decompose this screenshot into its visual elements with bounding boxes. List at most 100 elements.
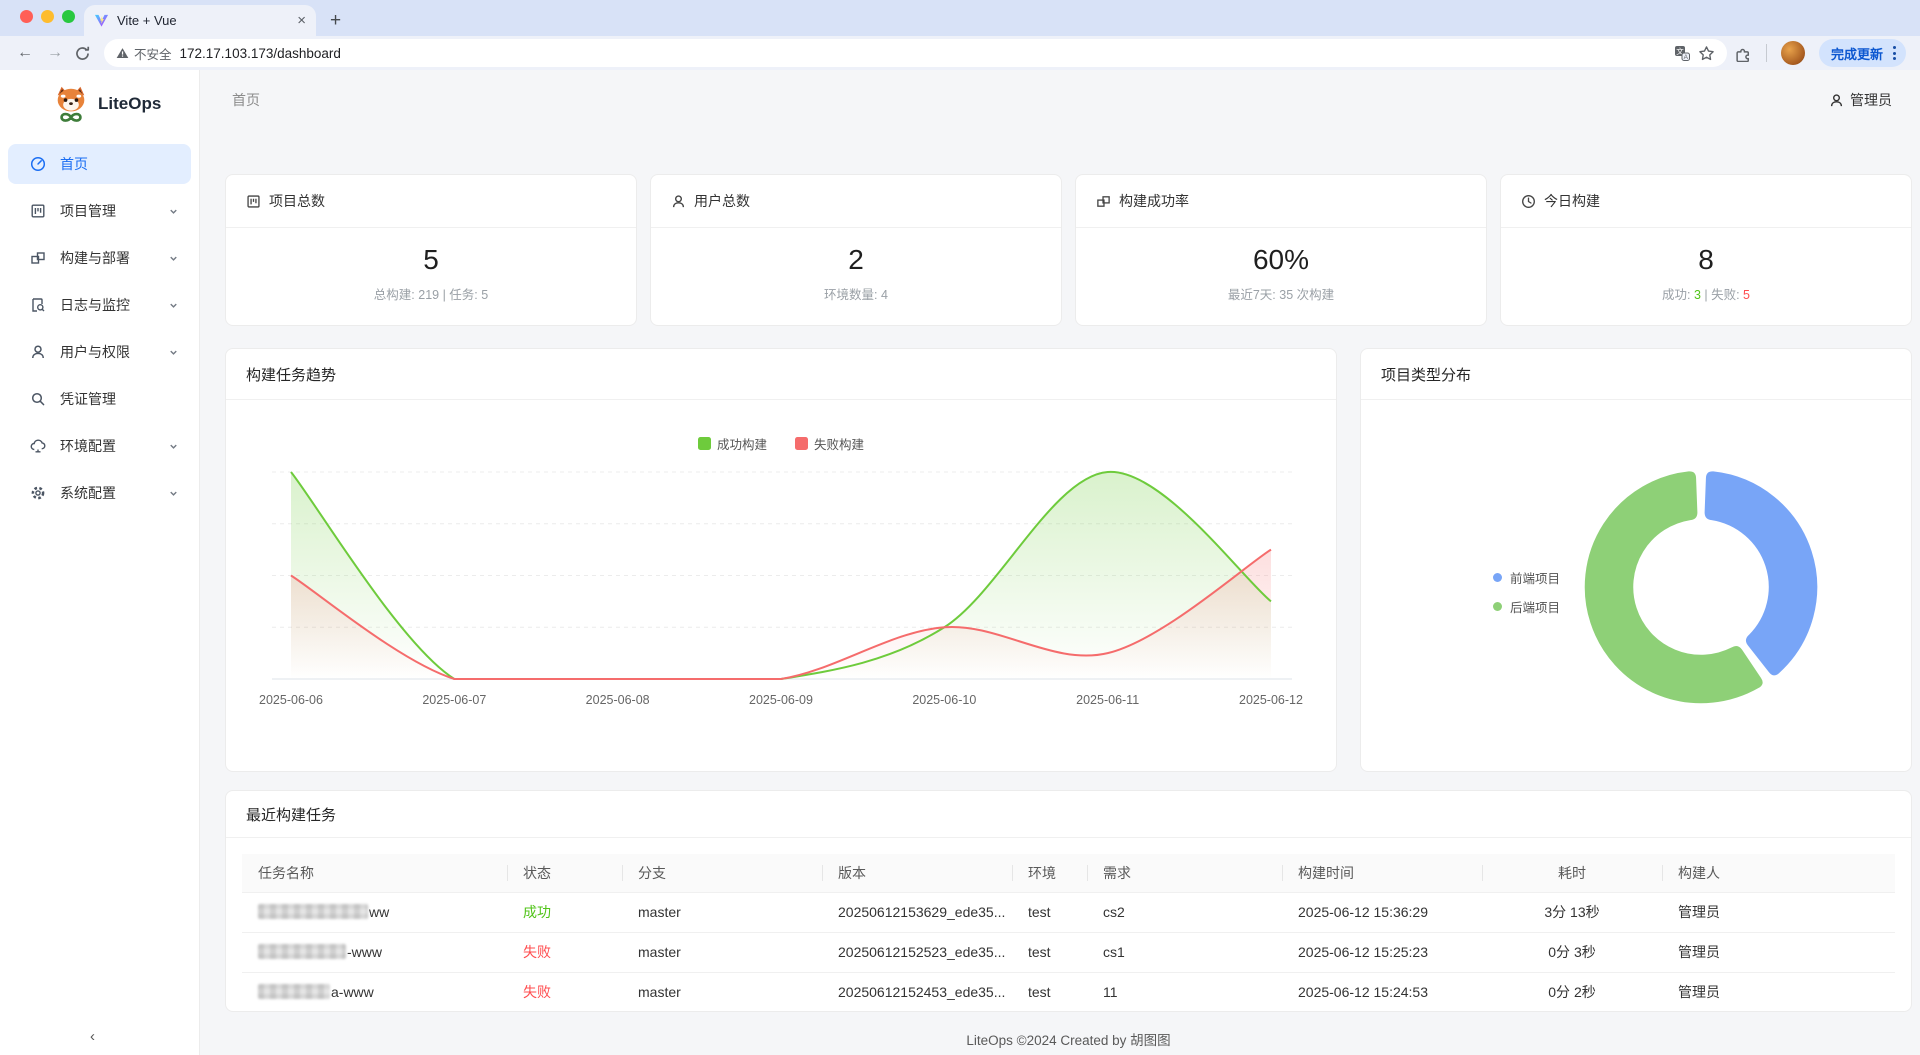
col-task-name: 任务名称 [242, 854, 507, 893]
donut-legend: 前端项目 后端项目 [1493, 568, 1560, 616]
security-label: 不安全 [134, 47, 172, 62]
donut-slice[interactable] [1703, 469, 1819, 677]
status-badge: 成功 [507, 892, 622, 933]
close-window-button[interactable] [20, 10, 33, 23]
footer-text: LiteOps ©2024 Created by 胡图图 [966, 1033, 1171, 1048]
sidebar-item-users-permissions[interactable]: 用户与权限 [8, 332, 191, 372]
sidebar-item-system-settings[interactable]: 系统配置 [8, 473, 191, 513]
sidebar-collapse-icon[interactable]: ‹ [90, 1028, 95, 1045]
col-requirement: 需求 [1087, 854, 1282, 893]
col-build-time: 构建时间 [1282, 854, 1482, 893]
browser-tab[interactable]: Vite + Vue × [84, 5, 316, 36]
trend-legend: 成功构建 失败构建 [226, 434, 1336, 453]
build-trend-card: 构建任务趋势 [225, 348, 1337, 772]
branch-cell: master [622, 892, 822, 933]
extensions-icon[interactable] [1735, 45, 1752, 62]
clock-icon [1521, 194, 1536, 209]
task-name-cell: -www [242, 932, 507, 973]
brand: LiteOps [0, 70, 199, 140]
browser-menu-icon[interactable] [1889, 46, 1900, 60]
sidebar-item-credentials[interactable]: 凭证管理 [8, 379, 191, 419]
sidebar-item-build-deploy[interactable]: 构建与部署 [8, 238, 191, 278]
sidebar-item-logs-monitoring[interactable]: 日志与监控 [8, 285, 191, 325]
chevron-down-icon [168, 206, 179, 217]
svg-text:2025-06-09: 2025-06-09 [749, 693, 813, 707]
task-name-cell: a-www [242, 972, 507, 1011]
minimize-window-button[interactable] [41, 10, 54, 23]
legend-item-fail[interactable]: 失败构建 [795, 434, 864, 453]
sidebar-item-label: 凭证管理 [60, 391, 116, 407]
deployment-icon [1096, 194, 1111, 209]
col-branch: 分支 [622, 854, 822, 893]
forward-icon[interactable]: → [47, 44, 63, 61]
stat-card-today-builds: 今日构建 8 成功: 3 | 失败: 5 [1500, 174, 1912, 326]
zoom-window-button[interactable] [62, 10, 75, 23]
sidebar-item-label: 环境配置 [60, 438, 116, 454]
translate-icon[interactable]: 文 A [1674, 45, 1690, 61]
sidebar-item-environments[interactable]: 环境配置 [8, 426, 191, 466]
redacted-task-name [258, 944, 346, 959]
brand-name: LiteOps [98, 94, 162, 113]
tab-close-icon[interactable]: × [297, 12, 306, 29]
window-controls [20, 10, 75, 23]
back-icon[interactable]: ← [17, 44, 33, 61]
stat-value: 5 [423, 244, 439, 275]
col-status: 状态 [507, 854, 622, 893]
page-header: 首页 管理员 [200, 70, 1920, 130]
stat-value: 8 [1698, 244, 1714, 275]
dashboard-icon [30, 156, 46, 172]
legend-item-backend[interactable]: 后端项目 [1493, 597, 1560, 616]
table-row: ww 成功 master 20250612153629_ede35... tes… [242, 892, 1895, 933]
project-icon [30, 203, 46, 219]
sidebar-item-label: 构建与部署 [60, 250, 130, 266]
sidebar-item-label: 用户与权限 [60, 344, 130, 360]
build-time-cell: 2025-06-12 15:25:23 [1282, 932, 1482, 973]
sidebar-item-label: 项目管理 [60, 203, 116, 219]
cloud-icon [30, 438, 46, 454]
sidebar-item-label: 日志与监控 [60, 297, 130, 313]
svg-text:2025-06-06: 2025-06-06 [259, 693, 323, 707]
stat-value: 2 [848, 244, 864, 275]
stat-subtitle: 最近7天: 35 次构建 [1227, 288, 1335, 302]
legend-swatch [795, 437, 808, 450]
breadcrumb: 首页 [232, 92, 260, 108]
project-type-donut-chart [1583, 469, 1819, 705]
stat-title: 今日构建 [1544, 193, 1600, 209]
file-search-icon [30, 297, 46, 313]
new-tab-button[interactable]: + [330, 10, 342, 31]
toolbar-right: 完成更新 [1735, 39, 1906, 67]
bookmark-star-icon[interactable] [1698, 45, 1715, 62]
project-icon [246, 194, 261, 209]
donut-slice[interactable] [1583, 469, 1765, 705]
reload-icon[interactable] [74, 45, 96, 62]
legend-item-frontend[interactable]: 前端项目 [1493, 568, 1560, 587]
chevron-down-icon [168, 441, 179, 452]
svg-text:2025-06-12: 2025-06-12 [1239, 693, 1303, 707]
builder-cell: 管理员 [1662, 972, 1895, 1011]
current-user[interactable]: 管理员 [1829, 90, 1892, 110]
stats-row: 项目总数 5 总构建: 219 | 任务: 5 用户总数 [225, 174, 1912, 326]
address-bar[interactable]: 不安全 172.17.103.173/dashboard 文 A [104, 39, 1727, 67]
sidebar-item-projects[interactable]: 项目管理 [8, 191, 191, 231]
url-text: 172.17.103.173/dashboard [179, 45, 341, 61]
stat-card-success-rate: 构建成功率 60% 最近7天: 35 次构建 [1075, 174, 1487, 326]
browser-profile-avatar[interactable] [1780, 41, 1805, 65]
sidebar-item-label: 首页 [60, 156, 88, 172]
stat-value: 60% [1252, 244, 1310, 275]
svg-text:2025-06-11: 2025-06-11 [1076, 693, 1139, 707]
site-security-chip[interactable]: 不安全 [116, 44, 172, 63]
chrome-update-button[interactable]: 完成更新 [1818, 39, 1906, 67]
chevron-down-icon [168, 300, 179, 311]
sidebar-item-home[interactable]: 首页 [8, 144, 191, 184]
legend-item-success[interactable]: 成功构建 [697, 434, 767, 453]
legend-label: 失败构建 [814, 438, 865, 452]
sidebar-menu: 首页 项目管理 构建与部署 [0, 140, 199, 524]
env-cell: test [1012, 892, 1087, 933]
table-header-row: 任务名称 状态 分支 版本 环境 需求 构建时间 耗时 构建人 [242, 854, 1895, 893]
build-time-cell: 2025-06-12 15:24:53 [1282, 972, 1482, 1011]
current-user-name: 管理员 [1850, 92, 1892, 108]
recent-builds-table: 任务名称 状态 分支 版本 环境 需求 构建时间 耗时 构建人 [242, 854, 1895, 1011]
legend-label: 后端项目 [1510, 601, 1561, 615]
builder-cell: 管理员 [1662, 892, 1895, 933]
svg-text:2025-06-08: 2025-06-08 [586, 693, 650, 707]
